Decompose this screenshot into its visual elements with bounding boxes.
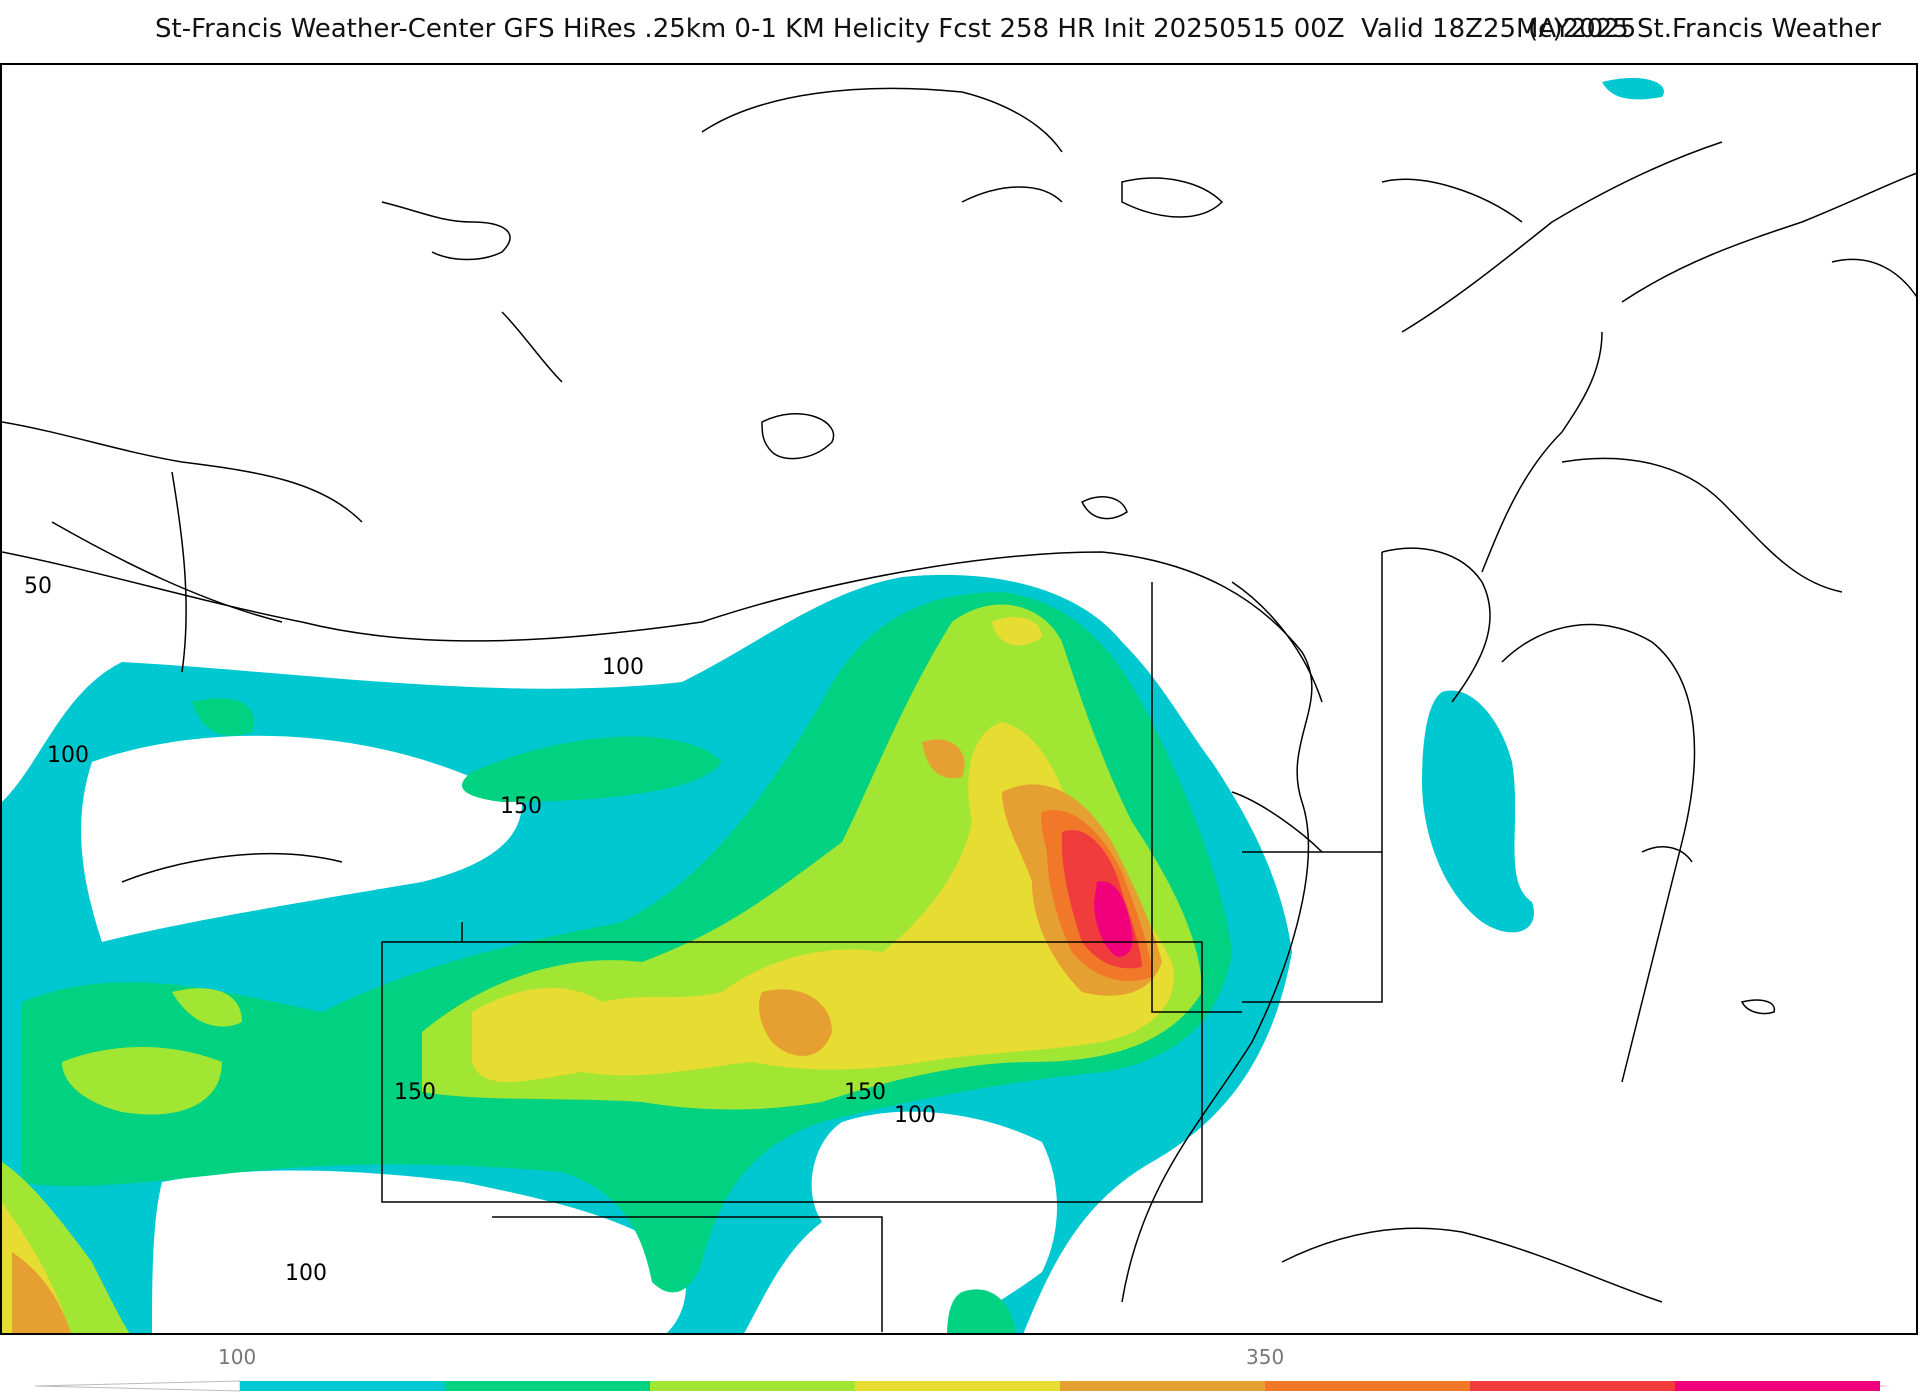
legend-color-segment	[1470, 1381, 1675, 1391]
color-legend: 100 350	[0, 1335, 1920, 1400]
band-100-corner	[1602, 77, 1664, 100]
legend-color-segment	[445, 1381, 650, 1391]
contour-label: 150	[394, 1080, 436, 1105]
copyright-text: (c)2025 St.Francis Weather	[1528, 14, 1881, 44]
legend-color-segment	[1265, 1381, 1470, 1391]
contour-label: 100	[894, 1103, 936, 1128]
legend-colorbar	[34, 1380, 1890, 1392]
legend-color-segment	[240, 1381, 445, 1391]
contour-label: 150	[844, 1080, 886, 1105]
legend-color-segment	[650, 1381, 855, 1391]
contour-label: 100	[602, 655, 644, 680]
map-title-bar: St-Francis Weather-Center GFS HiRes .25k…	[0, 14, 1920, 54]
geographic-lines	[2, 87, 1916, 1332]
contour-label: 100	[47, 743, 89, 768]
contour-label: 100	[285, 1261, 327, 1286]
legend-tick-label: 100	[218, 1345, 257, 1369]
contour-line-100	[2, 551, 1313, 1303]
map-canvas: 50 100 100 150 150 150 100 100	[2, 77, 1916, 1333]
legend-color-segment	[1060, 1381, 1265, 1391]
band-100-east	[1422, 690, 1534, 933]
map-title: St-Francis Weather-Center GFS HiRes .25k…	[155, 14, 1637, 44]
lake-cutout	[81, 735, 522, 942]
band-250	[472, 722, 1174, 1082]
contour-label: 150	[500, 794, 542, 819]
helicity-map: 50 100 100 150 150 150 100 100	[0, 63, 1918, 1335]
legend-tick-label: 350	[1246, 1345, 1285, 1369]
contour-label: 50	[24, 574, 52, 599]
helicity-field	[2, 77, 1664, 1333]
legend-color-segment	[855, 1381, 1060, 1391]
contour-labels: 50 100 100 150 150 150 100 100	[24, 574, 936, 1286]
